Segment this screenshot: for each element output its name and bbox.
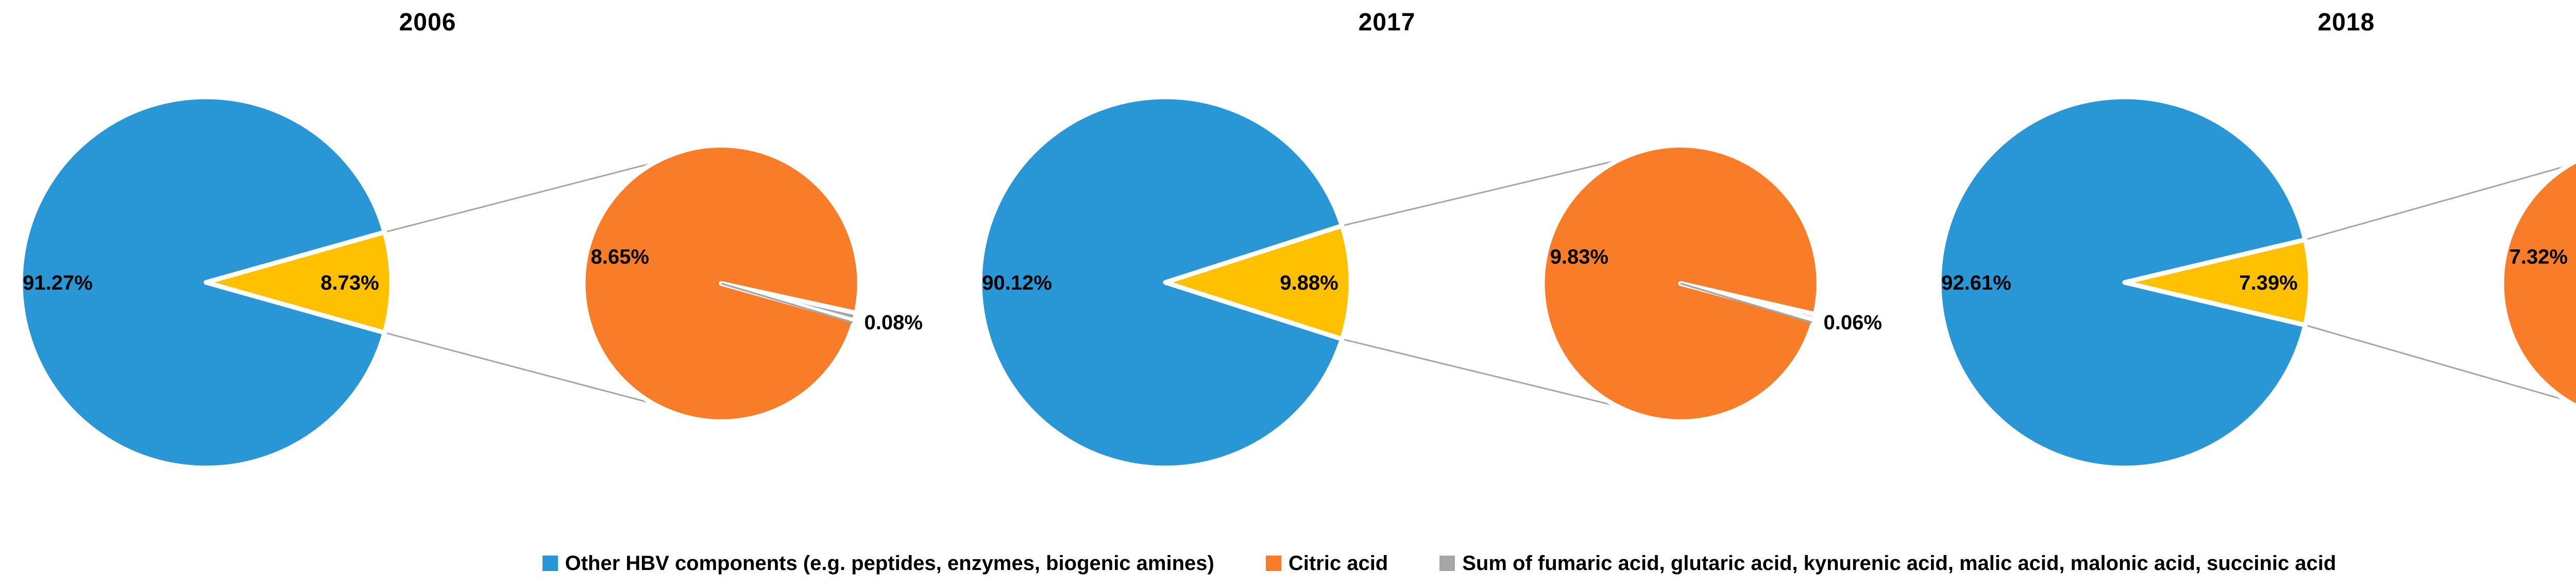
connector-line-bottom: [2304, 324, 2576, 404]
secondary-pie-slice-citric: [2499, 158, 2576, 409]
legend-label: Citric acid: [1288, 551, 1388, 575]
secondary-pie-sliver-line: [1680, 282, 1812, 324]
data-label-other-hbv: 91.27%: [23, 272, 93, 294]
chart-legend: Other HBV components (e.g. peptides, enz…: [0, 545, 2576, 581]
legend-label: Other HBV components (e.g. peptides, enz…: [565, 551, 1214, 575]
chart-title: 2017: [1358, 9, 1416, 36]
chart-panel-2006: 2006 91.27% 8.73% 8.65% 0.08%: [0, 0, 959, 521]
legend-swatch-other-hbv-icon: [542, 556, 558, 571]
main-pie-slice-other-hbv: [977, 94, 1345, 471]
data-label-citric-acid: 8.65%: [591, 245, 649, 268]
legend-item-citric-acid: Citric acid: [1265, 551, 1388, 575]
main-pie-slice-group: [1163, 223, 1353, 342]
chart-title: 2018: [2317, 9, 2375, 36]
pie-of-pie-chart: 92.61%7.39%7.32%0.07%: [1937, 94, 2576, 471]
data-label-sum-acids: 0.08%: [865, 311, 923, 334]
data-label-citric-acid: 9.83%: [1550, 245, 1608, 268]
pie-of-pie-chart: 91.27% 8.73% 8.65% 0.08%: [18, 94, 923, 471]
legend-item-sum-acids: Sum of fumaric acid, glutaric acid, kynu…: [1439, 552, 2336, 575]
main-pie-slice-other-hbv: [18, 94, 387, 471]
connector-line-top: [2304, 162, 2576, 241]
data-label-other-hbv: 90.12%: [982, 272, 1052, 294]
legend-swatch-citric-acid-icon: [1265, 556, 1281, 571]
chart-panel-2017: 2017 90.12% 9.88% 9.83% 0.06%: [959, 0, 1919, 521]
data-label-citric-acid: 7.32%: [2510, 245, 2568, 268]
data-label-group: 9.88%: [1280, 272, 1338, 294]
secondary-pie-sliver-line: [721, 282, 853, 324]
main-pie-slice-other-hbv: [1937, 94, 2308, 471]
legend-label: Sum of fumaric acid, glutaric acid, kynu…: [1462, 551, 2336, 575]
chart-panel-2018: 2018 92.61%7.39%7.32%0.07%: [1919, 0, 2576, 521]
legend-swatch-sum-acids-icon: [1439, 556, 1455, 571]
main-pie-slice-group: [2122, 237, 2313, 328]
data-label-group: 7.39%: [2239, 272, 2297, 294]
secondary-pie-slice-sum-acids: [1678, 281, 1818, 322]
legend-item-other-hbv: Other HBV components (e.g. peptides, enz…: [542, 551, 1214, 575]
chart-title: 2006: [399, 9, 456, 36]
pie-of-pie-chart: 90.12% 9.88% 9.83% 0.06%: [977, 94, 1882, 471]
main-pie-slice-group: [204, 230, 394, 335]
data-label-sum-acids: 0.06%: [1824, 311, 1882, 334]
data-label-group: 8.73%: [320, 272, 379, 294]
data-label-other-hbv: 92.61%: [1941, 272, 2011, 294]
